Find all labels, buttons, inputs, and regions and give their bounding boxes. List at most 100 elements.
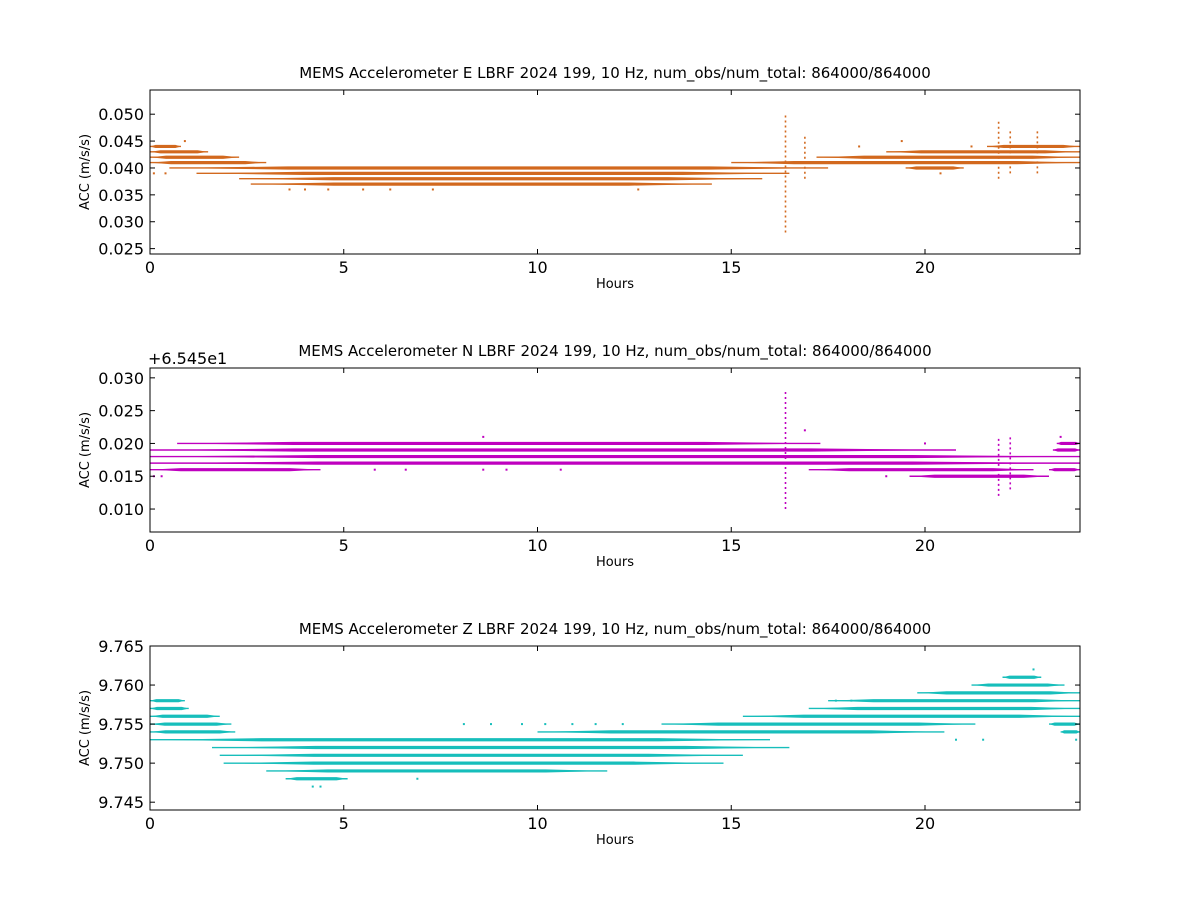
panel-z-point-11	[850, 699, 853, 702]
panel-z-x-tick-label-0: 0	[145, 814, 155, 833]
panel-e-point-1	[164, 172, 167, 175]
panel-z-y-tick-label-3: 9.760	[98, 676, 144, 695]
panel-e-x-tick-label-2: 10	[527, 258, 547, 277]
panel-z-frame	[149, 645, 1081, 811]
panel-e-y-label: ACC (m/s/s)	[78, 134, 93, 210]
panel-n-x-tick-label-3: 15	[721, 536, 741, 555]
panel-e-point-15	[900, 140, 903, 143]
panel-z-point-7	[571, 723, 574, 726]
panel-n-marks	[150, 390, 1080, 510]
panel-z-point-3	[462, 723, 465, 726]
panel-n-point-9	[862, 468, 864, 471]
panel-e-x-label: Hours	[596, 277, 634, 292]
panel-n-point-7	[559, 468, 562, 471]
panel-z-y-ticks: 9.745 9.750 9.755 9.760 9.765	[98, 637, 1080, 812]
panel-z-point-6	[544, 723, 547, 726]
panel-z-point-13	[982, 738, 985, 741]
panel-n-frame	[149, 367, 1081, 533]
panel-n-y-tick-label-4: 0.030	[98, 369, 144, 388]
panel-e-point-13	[827, 161, 830, 164]
panel-z-title: MEMS Accelerometer Z LBRF 2024 199, 10 H…	[299, 620, 931, 639]
panel-z-marks	[150, 668, 1080, 788]
panel-z-point-4	[490, 723, 492, 726]
panel-n-x-label: Hours	[596, 555, 634, 570]
panel-e-x-tick-label-3: 15	[721, 258, 741, 277]
panel-z-point-14	[1032, 668, 1035, 671]
panel-e-point-8	[431, 188, 434, 191]
panel-e-point-16	[939, 172, 942, 175]
panel-z-point-9	[621, 723, 624, 726]
panel-z-point-1	[319, 785, 322, 788]
panel-n-point-8	[803, 429, 806, 432]
panel-z-x-label: Hours	[596, 833, 634, 848]
panel-n-x-ticks: 0 5 10 15 20	[145, 368, 935, 555]
panel-e-y-tick-label-2: 0.035	[98, 186, 144, 205]
panel-e-point-6	[362, 188, 365, 191]
panel-e-point-7	[389, 188, 392, 191]
panel-e-x-tick-label-4: 20	[915, 258, 935, 277]
panel-z-y-tick-label-1: 9.750	[98, 754, 144, 773]
panel-n: 0.010 0.015 0.020 0.025 0.030 0 5 10 15 20 MEMS …	[78, 342, 1081, 570]
panel-n-y-label: ACC (m/s/s)	[78, 412, 93, 488]
panel-e-point-2	[183, 140, 186, 143]
panel-e-point-3	[288, 188, 291, 191]
panel-e-point-11	[637, 188, 640, 191]
panel-z-x-tick-label-1: 5	[339, 814, 349, 833]
panel-e-y-tick-label-3: 0.040	[98, 159, 144, 178]
panel-e-point-12	[676, 166, 678, 169]
panel-z-y-tick-label-2: 9.755	[98, 715, 144, 734]
panel-z-point-5	[521, 723, 523, 726]
panel-n-x-tick-label-4: 20	[915, 536, 935, 555]
panel-e-point-4	[304, 188, 306, 191]
panel-n-point-11	[924, 442, 926, 445]
panel-n-point-1	[160, 475, 163, 478]
panel-z-point-8	[594, 723, 597, 726]
panel-n-point-5	[482, 468, 485, 471]
panel-z-x-ticks: 0 5 10 15 20	[145, 646, 935, 833]
panel-n-title: MEMS Accelerometer N LBRF 2024 199, 10 H…	[298, 342, 931, 361]
panel-n-y-tick-label-2: 0.020	[98, 434, 144, 453]
panel-n-x-tick-label-1: 5	[339, 536, 349, 555]
panel-e-point-17	[970, 145, 973, 148]
panel-e-y-ticks: 0.025 0.030 0.035 0.040 0.045 0.050	[98, 105, 1080, 259]
panel-n-x-tick-label-0: 0	[145, 536, 155, 555]
panel-e-marks	[150, 114, 1080, 233]
panel-e-point-0	[152, 172, 155, 175]
panel-n-point-4	[482, 435, 485, 438]
panel-n-point-12	[1059, 435, 1062, 438]
panel-n-y-tick-label-0: 0.010	[98, 500, 144, 519]
panel-z-x-tick-label-4: 20	[915, 814, 935, 833]
panel-n-y-tick-label-1: 0.015	[98, 467, 144, 486]
panel-z-y-tick-label-4: 9.765	[98, 637, 144, 656]
panel-e-point-14	[858, 145, 861, 148]
panel-e-title: MEMS Accelerometer E LBRF 2024 199, 10 H…	[299, 64, 931, 83]
panel-n-point-3	[404, 468, 407, 471]
panel-n-offset-text: +6.545e1	[148, 349, 227, 368]
panel-z-point-2	[416, 777, 419, 780]
panel-z-point-10	[834, 699, 837, 702]
panel-z-x-tick-label-3: 15	[721, 814, 741, 833]
panel-z-point-12	[955, 738, 957, 741]
panel-n-y-ticks: 0.010 0.015 0.020 0.025 0.030	[98, 369, 1080, 519]
panel-e-y-tick-label-4: 0.045	[98, 132, 144, 151]
panel-e-frame	[149, 89, 1081, 255]
panel-e-point-10	[552, 166, 554, 169]
panel-z-x-tick-label-2: 10	[527, 814, 547, 833]
panel-e-y-tick-label-5: 0.050	[98, 105, 144, 124]
panel-z-point-15	[1075, 738, 1078, 741]
panel-n-point-10	[885, 475, 888, 478]
panel-n-y-tick-label-3: 0.025	[98, 402, 144, 421]
panel-z: 9.745 9.750 9.755 9.760 9.765 0 5 10 15 20 MEMS …	[78, 620, 1081, 848]
panel-z-point-0	[311, 785, 314, 788]
panel-e-y-tick-label-1: 0.030	[98, 213, 144, 232]
panel-e-point-9	[486, 166, 489, 169]
panel-z-y-tick-label-0: 9.745	[98, 793, 144, 812]
panel-n-point-2	[373, 468, 376, 471]
panel-e-point-5	[327, 188, 330, 191]
panel-z-y-label: ACC (m/s/s)	[78, 690, 93, 766]
panel-e-x-ticks: 0 5 10 15 20	[145, 90, 935, 277]
panel-e-x-tick-label-0: 0	[145, 258, 155, 277]
panel-n-x-tick-label-2: 10	[527, 536, 547, 555]
